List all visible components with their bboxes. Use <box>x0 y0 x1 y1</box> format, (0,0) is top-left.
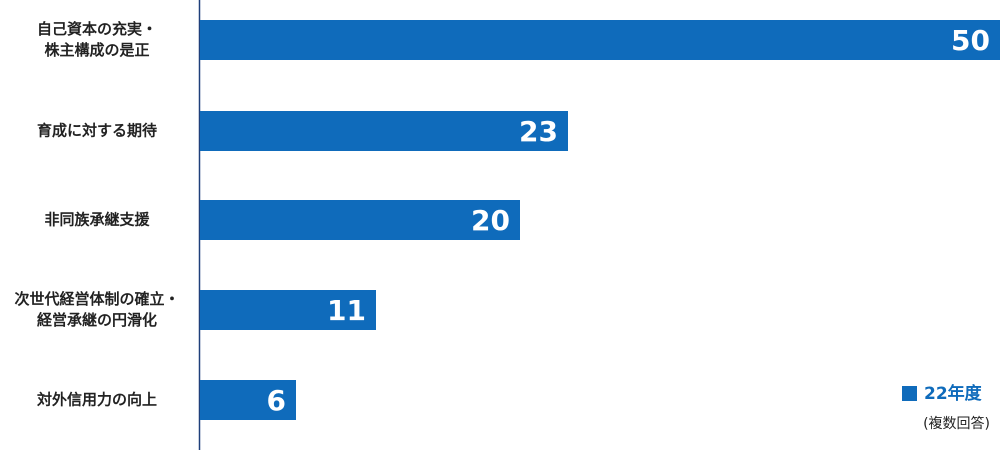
value-label: 20 <box>471 204 510 237</box>
y-tick-label: 非同族承継支援 <box>44 211 150 229</box>
y-tick-label: 対外信用力の向上 <box>36 391 157 409</box>
value-label: 11 <box>327 294 366 327</box>
legend-label: 22年度 <box>924 383 983 404</box>
y-tick-label: 自己資本の充実・ <box>37 20 157 38</box>
bar <box>200 290 376 330</box>
value-label: 6 <box>267 384 286 417</box>
bar <box>200 111 568 151</box>
bar <box>200 20 1000 60</box>
value-label: 50 <box>951 24 990 57</box>
y-tick-label: 経営承継の円滑化 <box>37 311 157 329</box>
bar <box>200 380 296 420</box>
y-tick-label: 育成に対する期待 <box>37 122 157 140</box>
y-tick-label: 株主構成の是正 <box>44 41 149 59</box>
legend-swatch <box>902 386 917 401</box>
bar <box>200 200 520 240</box>
annotation: (複数回答) <box>923 415 990 432</box>
y-tick-label: 次世代経営体制の確立・ <box>14 290 179 308</box>
value-label: 23 <box>519 115 558 148</box>
